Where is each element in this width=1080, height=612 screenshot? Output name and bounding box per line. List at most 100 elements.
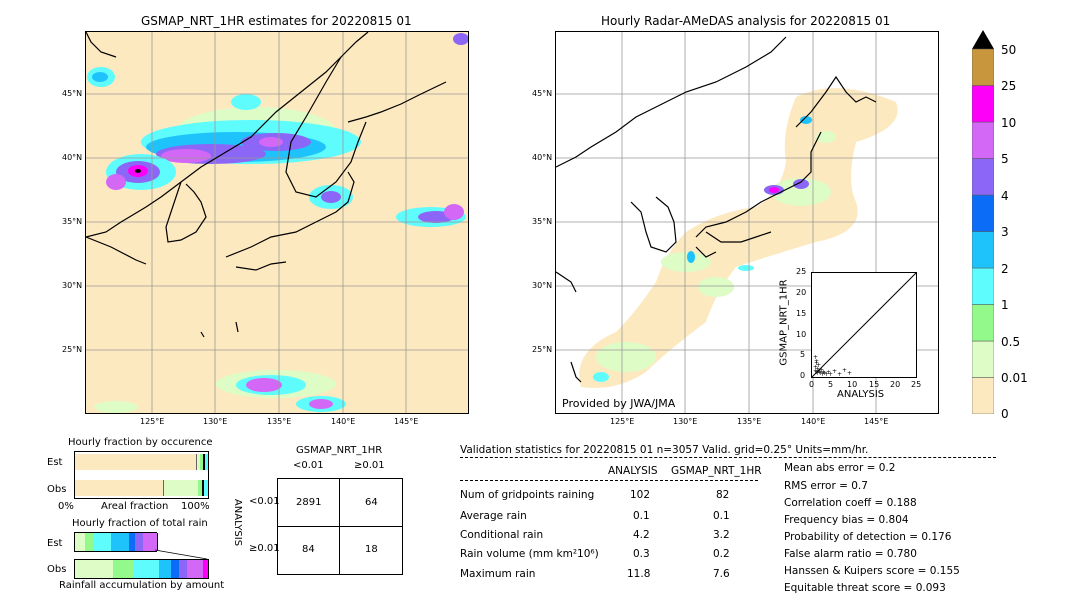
contingency-cell-11: 2891 bbox=[296, 497, 322, 508]
colorbar-segment bbox=[971, 377, 995, 415]
scatter-point: + bbox=[815, 370, 820, 377]
right-map: + + + + + + + + + + + + + + + + + + + + + + + 0 5 10 15 20 25 … bbox=[555, 31, 939, 414]
scatter-point: + bbox=[824, 371, 829, 377]
right-lat-45: 45°N bbox=[532, 89, 553, 98]
colorbar bbox=[971, 30, 995, 415]
total-rain-est-label: Est bbox=[47, 538, 63, 549]
colorbar-segment bbox=[971, 231, 995, 269]
validation-col-gsmap: GSMAP_NRT_1HR bbox=[671, 465, 762, 477]
scatter-point: + bbox=[813, 368, 818, 375]
scatter-ytick-10: 10 bbox=[796, 330, 807, 339]
scatter-point: + bbox=[813, 354, 818, 361]
left-lon-125: 125°E bbox=[140, 417, 165, 426]
scatter-point: + bbox=[813, 364, 818, 371]
left-lat-30: 30°N bbox=[62, 281, 83, 290]
left-grid bbox=[86, 32, 468, 413]
scatter-point: + bbox=[814, 360, 819, 367]
occurrence-title: Hourly fraction by occurence bbox=[68, 437, 213, 448]
right-analysis-coverage bbox=[579, 88, 898, 388]
scatter-xtick-0: 0 bbox=[809, 380, 815, 389]
right-lat-35: 35°N bbox=[532, 217, 553, 226]
scatter-point: + bbox=[818, 370, 823, 377]
cb-label-50: 50 bbox=[1001, 43, 1017, 57]
left-rain-areas bbox=[87, 33, 468, 413]
scatter-xtick-25: 25 bbox=[911, 380, 922, 389]
scatter-point: + bbox=[842, 367, 847, 374]
scatter-point: + bbox=[816, 368, 821, 375]
scatter-xtick-20: 20 bbox=[890, 380, 901, 389]
val-row-2-a: 4.2 bbox=[633, 529, 650, 541]
colorbar-segment bbox=[971, 85, 995, 123]
score-0: Mean abs error = 0.2 bbox=[784, 462, 896, 474]
scatter-ytick-0: 0 bbox=[800, 371, 806, 380]
scatter-ytick-20: 20 bbox=[796, 288, 807, 297]
score-1: RMS error = 0.7 bbox=[784, 480, 868, 492]
left-map-canvas bbox=[86, 32, 468, 413]
left-lon-145: 145°E bbox=[394, 417, 419, 426]
cb-label-4: 4 bbox=[1001, 189, 1009, 203]
scatter-point: + bbox=[816, 362, 821, 369]
scatter-point: + bbox=[821, 369, 826, 376]
left-lat-35: 35°N bbox=[62, 217, 83, 226]
left-lon-140: 140°E bbox=[331, 417, 356, 426]
scatter-point: + bbox=[820, 371, 825, 377]
val-row-4-a: 11.8 bbox=[627, 568, 651, 580]
right-lat-25: 25°N bbox=[532, 345, 553, 354]
total-rain-connector bbox=[154, 549, 208, 560]
contingency-cell-22: 18 bbox=[365, 544, 378, 555]
right-lon-140: 140°E bbox=[801, 417, 826, 426]
contingency-table: 2891 64 84 18 bbox=[277, 478, 403, 575]
validation-header: Validation statistics for 20220815 01 n=… bbox=[460, 444, 869, 456]
scatter-xtick-10: 10 bbox=[847, 380, 858, 389]
left-lat-45: 45°N bbox=[62, 89, 83, 98]
contingency-row-axis: ANALYSIS bbox=[232, 498, 244, 547]
scatter-xlabel: ANALYSIS bbox=[837, 389, 885, 400]
score-5: False alarm ratio = 0.780 bbox=[784, 548, 917, 560]
score-4: Probability of detection = 0.176 bbox=[784, 531, 952, 543]
colorbar-segment bbox=[971, 121, 995, 159]
scatter-ytick-25: 25 bbox=[796, 267, 807, 276]
validation-divider bbox=[460, 457, 996, 458]
occurrence-obs-bar bbox=[75, 480, 208, 496]
colorbar-segments bbox=[971, 48, 995, 415]
val-row-2-label: Conditional rain bbox=[460, 529, 544, 541]
val-row-3-a: 0.3 bbox=[633, 548, 650, 560]
val-row-1-g: 0.1 bbox=[713, 510, 730, 522]
total-rain-axis-label: Rainfall accumulation by amount bbox=[59, 580, 225, 591]
scatter-points: +++++++++++++++ ++ + ++ +++ bbox=[813, 354, 852, 378]
scatter-point: + bbox=[837, 371, 842, 377]
scatter-inset: + + + + + + + + + + + + + + + + + + + + + + + bbox=[811, 272, 917, 378]
scatter-ytick-5: 5 bbox=[800, 350, 806, 359]
cb-label-2: 2 bbox=[1001, 262, 1009, 276]
cb-label-10: 10 bbox=[1001, 116, 1017, 130]
cb-label-5: 5 bbox=[1001, 152, 1009, 166]
scatter-ytick-15: 15 bbox=[796, 309, 807, 318]
scatter-ylabel: GSMAP_NRT_1HR bbox=[778, 279, 790, 366]
score-3: Frequency bias = 0.804 bbox=[784, 514, 909, 526]
right-map-canvas bbox=[556, 32, 938, 413]
val-row-3-label: Rain volume (mm km²10⁶) bbox=[460, 548, 599, 560]
colorbar-canvas bbox=[971, 30, 995, 415]
left-lat-40: 40°N bbox=[62, 153, 83, 162]
contingency-col-lt: <0.01 bbox=[293, 460, 324, 471]
occurrence-axis-label: Areal fraction bbox=[101, 501, 169, 512]
map-credit: Provided by JWA/JMA bbox=[562, 397, 676, 410]
scatter-point: + bbox=[832, 368, 837, 375]
occurrence-axis-0: 0% bbox=[58, 501, 74, 512]
contingency-row-lt: <0.01 bbox=[249, 496, 280, 507]
val-row-4-g: 7.6 bbox=[713, 568, 730, 580]
val-row-1-a: 0.1 bbox=[633, 510, 650, 522]
cb-label-0: 0 bbox=[1001, 407, 1009, 421]
contingency-cell-21: 84 bbox=[302, 544, 315, 555]
occurrence-est-label: Est bbox=[47, 457, 63, 468]
left-map-title: GSMAP_NRT_1HR estimates for 20220815 01 bbox=[141, 14, 412, 28]
right-lon-125: 125°E bbox=[610, 417, 635, 426]
total-rain-title: Hourly fraction of total rain bbox=[72, 518, 208, 529]
scatter-point: + bbox=[822, 370, 827, 377]
val-row-1-label: Average rain bbox=[460, 510, 527, 522]
occurrence-axis-100: 100% bbox=[181, 501, 210, 512]
val-row-0-g: 82 bbox=[716, 489, 730, 501]
scatter-point: + bbox=[814, 369, 819, 376]
score-7: Equitable threat score = 0.093 bbox=[784, 582, 946, 594]
right-lon-130: 130°E bbox=[673, 417, 698, 426]
